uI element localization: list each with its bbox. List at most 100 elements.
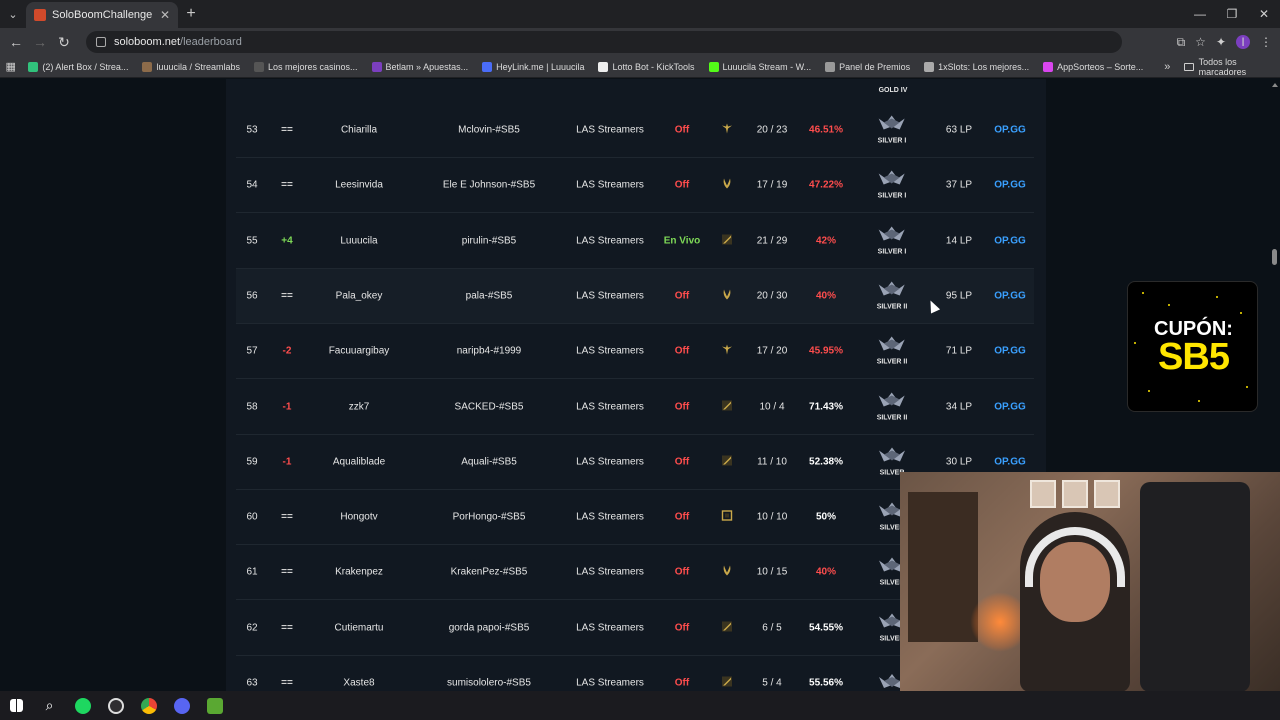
chrome-icon[interactable]	[132, 691, 165, 720]
spotify-icon[interactable]	[66, 691, 99, 720]
bookmark-favicon-icon	[142, 61, 153, 72]
bookmark-item[interactable]: (2) Alert Box / Strea...	[21, 61, 135, 72]
opgg-link[interactable]: OP.GG	[994, 179, 1026, 191]
player-name[interactable]: zzk7	[348, 401, 370, 412]
opgg-link[interactable]: OP.GG	[994, 456, 1026, 468]
menu-kebab-icon[interactable]: ⋮	[1260, 35, 1272, 49]
opgg-link[interactable]: OP.GG	[994, 290, 1026, 302]
sparkle	[1246, 386, 1248, 388]
opgg-link[interactable]: OP.GG	[994, 235, 1026, 247]
player-name[interactable]: Leesinvida	[335, 179, 383, 191]
back-icon[interactable]: ←	[9, 34, 23, 50]
bookmark-favicon-icon	[254, 61, 264, 72]
tab-close-icon[interactable]: ✕	[159, 8, 170, 22]
search-icon[interactable]: ⌕	[45, 697, 54, 713]
position-change: ==	[281, 622, 293, 634]
bookmark-favicon-icon	[825, 61, 836, 72]
restore-icon[interactable]: ❐	[1226, 7, 1238, 21]
opgg-link[interactable]: OP.GG	[994, 401, 1026, 412]
bookmark-item[interactable]: HeyLink.me | Luuucila	[475, 61, 591, 72]
page-scrollbar[interactable]	[1272, 249, 1277, 265]
leaderboard-row[interactable]: 54 == Leesinvida Ele E Johnson-#SB5 LAS Stre…	[236, 158, 1034, 214]
address-bar[interactable]: soloboom.net/leaderboard	[86, 31, 1122, 53]
bookmark-item[interactable]: Los mejores casinos...	[247, 61, 365, 72]
sparkle	[1142, 292, 1144, 294]
leaderboard-row[interactable]: 55 +4 Luuucila pirulin-#SB5 LAS Streamers En …	[236, 214, 1034, 269]
opgg-link[interactable]: OP.GG	[994, 124, 1026, 136]
bookmark-item[interactable]: luuucila / Streamlabs	[135, 61, 247, 72]
bookmark-item[interactable]: Betlam » Apuestas...	[365, 61, 476, 72]
url-host: soloboom.net	[114, 36, 181, 48]
windows-start-icon[interactable]	[0, 691, 33, 720]
leaderboard-row[interactable]: 56 == Pala_okey pala-#SB5 LAS Streamers Off 20…	[236, 268, 1034, 324]
player-name[interactable]: Hongotv	[340, 511, 378, 523]
team-name: LAS Streamers	[576, 566, 644, 578]
forward-icon[interactable]: →	[33, 34, 47, 50]
position-change: ==	[281, 566, 293, 578]
player-name[interactable]: Cutiemartu	[334, 622, 384, 634]
leaderboard-row[interactable]: 59 -1 Aqualiblade Aquali-#SB5 LAS Streamers O…	[236, 435, 1034, 490]
sparkle	[1168, 304, 1170, 306]
bookmark-item[interactable]: Luuucila Stream - W...	[702, 61, 819, 72]
player-name[interactable]: Pala_okey	[335, 290, 383, 302]
win-loss-record: 10 / 10	[756, 511, 788, 523]
bookmark-item[interactable]: 1xSlots: Los mejores...	[917, 61, 1036, 72]
bookmark-item[interactable]: Panel de Premios	[818, 61, 917, 72]
new-tab-icon[interactable]: +	[186, 5, 196, 22]
leaderboard-row[interactable]: 63 == Xaste8 sumisololero-#SB5 LAS Streamers…	[236, 656, 1034, 691]
coupon-overlay: CUPÓN: SB5	[1127, 281, 1258, 412]
rank-emblem-icon: SILVER I	[878, 115, 906, 146]
leaderboard-row[interactable]: 58 -1 zzk7 SACKED-#SB5 LAS Streamers Off 10 / …	[236, 380, 1034, 435]
account-name: pala-#SB5	[465, 290, 513, 302]
league-points: 37 LP	[945, 179, 973, 191]
rank-tier: SILVER	[879, 635, 905, 643]
leaderboard-row[interactable]: 57 -2 Facuuargibay naripb4-#1999 LAS Streame…	[236, 324, 1034, 380]
leaderboard-row[interactable]: 61 == Krakenpez KrakenPez-#SB5 LAS Streamers…	[236, 545, 1034, 601]
league-points: 30 LP	[945, 456, 973, 468]
profile-avatar[interactable]: I	[1236, 35, 1250, 49]
winrate: 54.55%	[809, 622, 843, 634]
player-name[interactable]: Facuuargibay	[328, 345, 390, 357]
minecraft-icon[interactable]	[198, 691, 231, 720]
team-name: LAS Streamers	[576, 235, 644, 247]
winrate: 52.38%	[809, 456, 843, 468]
opgg-link[interactable]: OP.GG	[994, 345, 1026, 357]
winrate: 47.22%	[809, 179, 843, 191]
extensions-icon[interactable]: ✦	[1215, 35, 1226, 49]
account-name: Mclovin-#SB5	[458, 124, 520, 136]
site-info-icon[interactable]	[96, 37, 106, 47]
tab-search-icon[interactable]: ⌄	[8, 8, 18, 21]
position-change: ==	[281, 124, 293, 136]
bookmark-star-icon[interactable]: ☆	[1195, 35, 1206, 49]
more-bookmarks-icon[interactable]: »	[1164, 60, 1171, 73]
player-name[interactable]: Luuucila	[340, 235, 378, 247]
player-name[interactable]: Xaste8	[343, 677, 375, 689]
apps-grid-icon[interactable]: ▦	[5, 61, 16, 73]
player-name[interactable]: Aqualiblade	[332, 456, 386, 468]
tab-favicon-icon	[34, 9, 46, 21]
rank-tier: SILVER	[879, 524, 905, 532]
scroll-up-icon[interactable]	[1272, 83, 1278, 87]
position-change: -1	[282, 456, 292, 468]
leaderboard-row[interactable]: 62 == Cutiemartu gorda papoi-#SB5 LAS Stream…	[236, 601, 1034, 656]
rank-tier: SILVER I	[877, 248, 907, 256]
rank-tier: SILVER II	[876, 303, 908, 311]
tab-soloboom[interactable]: SoloBoomChallenge 5 ✕	[26, 2, 178, 28]
bookmark-item[interactable]: Lotto Bot - KickTools	[591, 61, 701, 72]
obs-icon[interactable]	[99, 691, 132, 720]
player-name[interactable]: Chiarilla	[340, 124, 378, 136]
leaderboard-row[interactable]: 60 == Hongotv PorHongo-#SB5 LAS Streamers Off…	[236, 490, 1034, 546]
discord-icon[interactable]	[165, 691, 198, 720]
reload-icon[interactable]: ↻	[58, 33, 70, 50]
close-window-icon[interactable]: ✕	[1258, 7, 1270, 21]
leaderboard-row[interactable]: 53 == Chiarilla Mclovin-#SB5 LAS Streamers Of…	[236, 103, 1034, 158]
player-name[interactable]: Krakenpez	[335, 566, 383, 578]
live-status: Off	[674, 677, 690, 689]
minimize-icon[interactable]: —	[1194, 7, 1206, 21]
top-role-icon	[721, 620, 733, 635]
league-points: 95 LP	[945, 290, 973, 302]
rank-position: 58	[246, 401, 258, 412]
install-app-icon[interactable]: ⧉	[1176, 34, 1186, 49]
all-bookmarks[interactable]: Todos los marcadores	[1184, 57, 1280, 77]
bookmark-item[interactable]: AppSorteos – Sorte...	[1036, 61, 1150, 72]
